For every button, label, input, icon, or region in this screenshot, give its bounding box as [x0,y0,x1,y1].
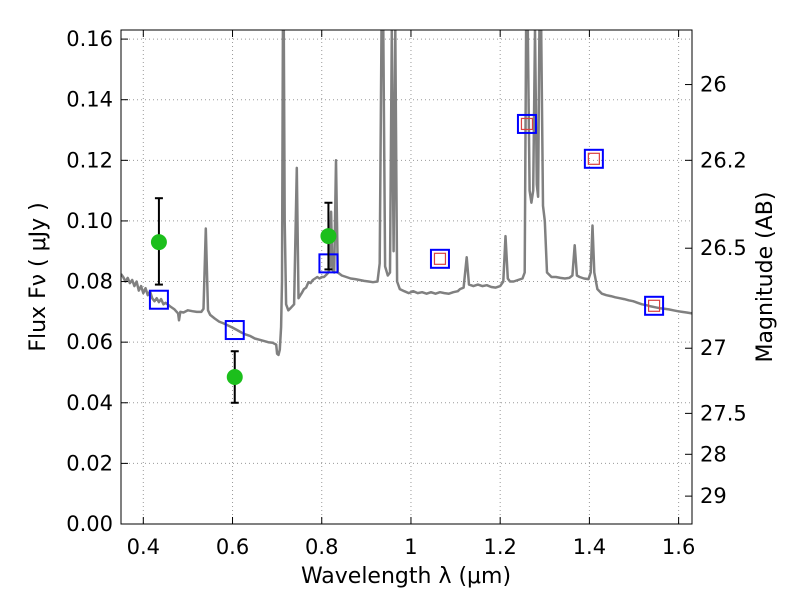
y-tick-label: 0.16 [66,27,113,51]
observed-point [226,369,243,386]
axis-ticks: 0.4 0.6 0.8 1 1.2 1.4 1.6 0.00 0.02 0.04 0.06 0.08 0… [66,27,747,559]
observed-point [320,228,337,245]
spectrum-line [121,30,692,357]
right-tick-label: 27.5 [700,401,747,425]
y-tick-label: 0.04 [66,391,113,415]
x-tick-label: 0.8 [305,535,338,559]
plot-frame [120,29,693,525]
x-tick-label: 1 [404,535,417,559]
y-tick-label: 0.08 [66,270,113,294]
inner-square-marker [587,152,600,165]
right-tick-label: 26.2 [700,148,747,172]
y-tick-label: 0.02 [66,451,113,475]
y-tick-label: 0.10 [66,209,113,233]
model-square-marker [583,148,604,169]
data-marks [148,113,665,404]
inner-square-marker [433,252,447,265]
right-tick-label: 28 [700,442,727,466]
model-square-marker [429,248,450,269]
x-tick-label: 0.4 [127,535,160,559]
x-tick-label: 1.4 [573,535,606,559]
right-tick-label: 26.5 [700,236,747,260]
x-tick-label: 1.6 [662,535,695,559]
inner-square-marker [520,117,534,131]
right-tick-label: 26 [700,73,727,97]
model-square-marker [148,289,169,310]
y-tick-label: 0.14 [66,88,113,112]
y-axis-label: Flux Fν ( μJy ) [26,202,51,351]
x-tick-label: 1.2 [483,535,516,559]
right-axis-label: Magnitude (AB) [753,192,778,363]
y-tick-label: 0.06 [66,330,113,354]
x-tick-label: 0.6 [216,535,249,559]
y-tick-label: 0.12 [66,148,113,172]
y-tick-label: 0.00 [66,512,113,536]
model-square-marker [224,320,245,341]
inner-square-marker [647,299,661,312]
right-tick-label: 27 [700,336,727,360]
plot-area [121,30,692,357]
model-square-marker [516,113,537,134]
right-tick-label: 29 [700,484,727,508]
model-square-marker [644,295,665,316]
observed-point [150,234,167,251]
x-axis-label: Wavelength λ (μm) [301,564,511,589]
